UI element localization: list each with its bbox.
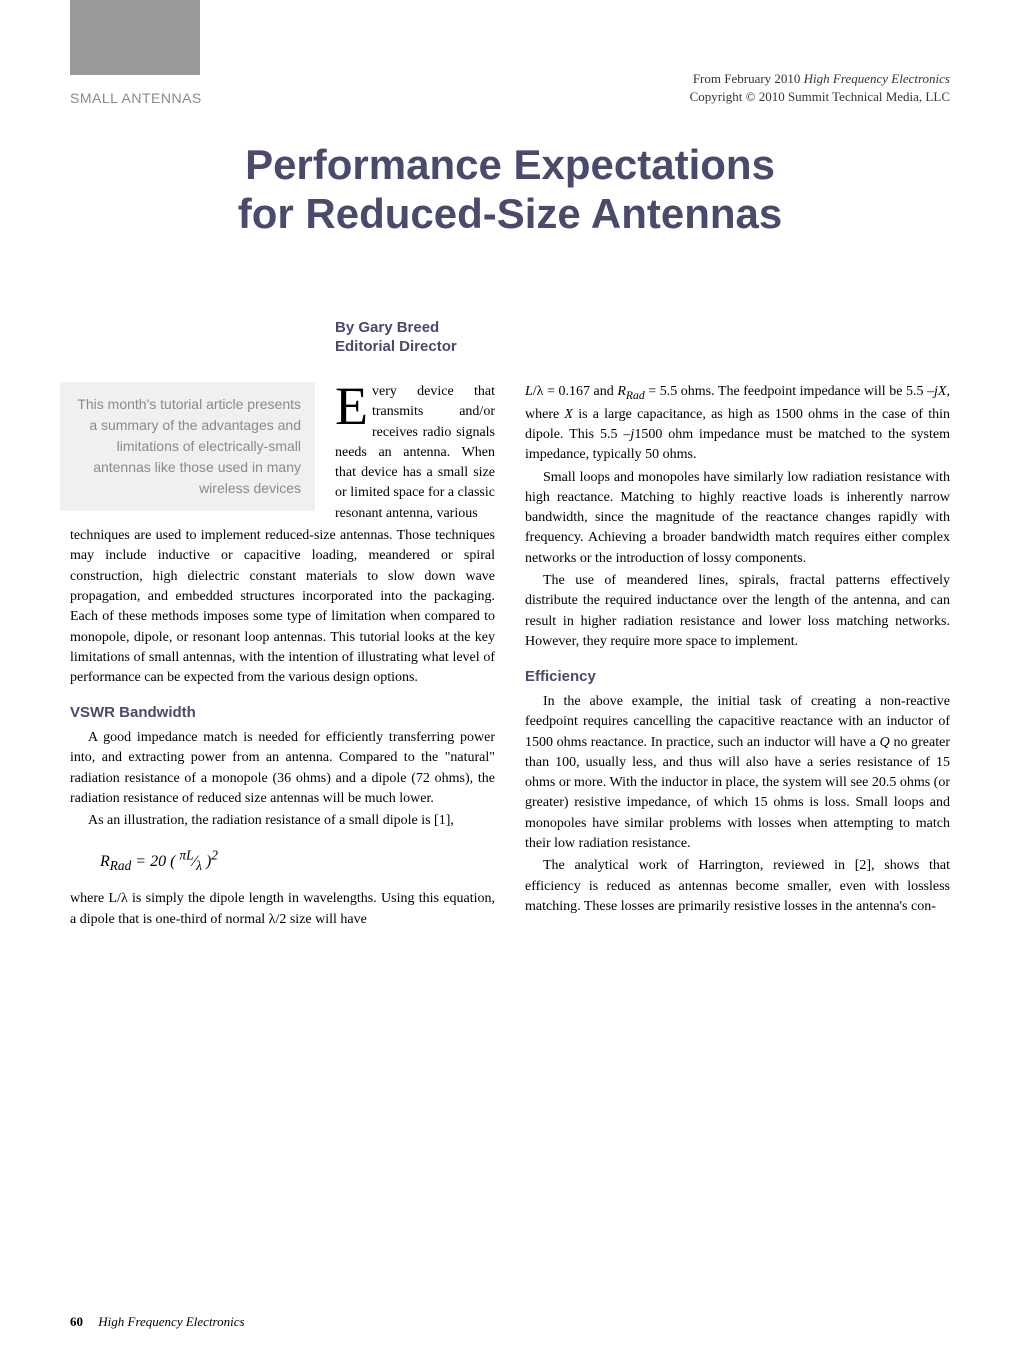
subhead-efficiency: Efficiency <box>525 666 950 688</box>
title-line2: for Reduced-Size Antennas <box>238 190 783 237</box>
byline-role: Editorial Director <box>335 338 457 355</box>
para7: The use of meandered lines, spirals, fra… <box>525 571 950 652</box>
page: SMALL ANTENNAS From February 2010 High F… <box>0 0 1020 1360</box>
byline: By Gary Breed Editorial Director <box>335 318 950 357</box>
page-number: 60 <box>70 1314 83 1329</box>
decorative-gray-block <box>70 0 200 75</box>
equation-rrad: RRad = 20 ( πL⁄λ )2 <box>100 846 495 876</box>
copyright-block: From February 2010 High Frequency Electr… <box>690 70 950 106</box>
para3: As an illustration, the radiation resist… <box>70 811 495 831</box>
content-wrap: This month's tutorial article presents a… <box>70 382 950 930</box>
copyright-publication: High Frequency Electronics <box>804 71 950 86</box>
publication-name: High Frequency Electronics <box>98 1314 244 1329</box>
para2: A good impedance match is needed for eff… <box>70 728 495 809</box>
copyright-prefix: From February 2010 <box>693 71 804 86</box>
para4: where L/λ is simply the dipole length in… <box>70 889 495 930</box>
para1-wrapped: Every device that transmits and/or recei… <box>335 382 495 524</box>
para6: Small loops and monopoles have similarly… <box>525 468 950 569</box>
footer: 60 High Frequency Electronics <box>70 1314 245 1330</box>
header-row: SMALL ANTENNAS From February 2010 High F… <box>70 70 950 106</box>
para9: The analytical work of Harrington, revie… <box>525 856 950 917</box>
para1-rest: techniques are used to implement reduced… <box>70 526 495 688</box>
pullquote: This month's tutorial article presents a… <box>60 382 315 511</box>
copyright-line2: Copyright © 2010 Summit Technical Media,… <box>690 89 950 104</box>
title-line1: Performance Expectations <box>245 141 775 188</box>
section-label: SMALL ANTENNAS <box>70 90 202 106</box>
byline-author: By Gary Breed <box>335 319 439 336</box>
para5: L/λ = 0.167 and RRad = 5.5 ohms. The fee… <box>525 382 950 466</box>
para8: In the above example, the initial task o… <box>525 692 950 854</box>
article-title: Performance Expectations for Reduced-Siz… <box>70 141 950 238</box>
subhead-vswr: VSWR Bandwidth <box>70 702 495 724</box>
first-para-wrap: Every device that transmits and/or recei… <box>335 382 495 524</box>
equation-text: RRad = 20 ( πL⁄λ )2 <box>100 853 218 870</box>
dropcap: E <box>335 384 368 430</box>
